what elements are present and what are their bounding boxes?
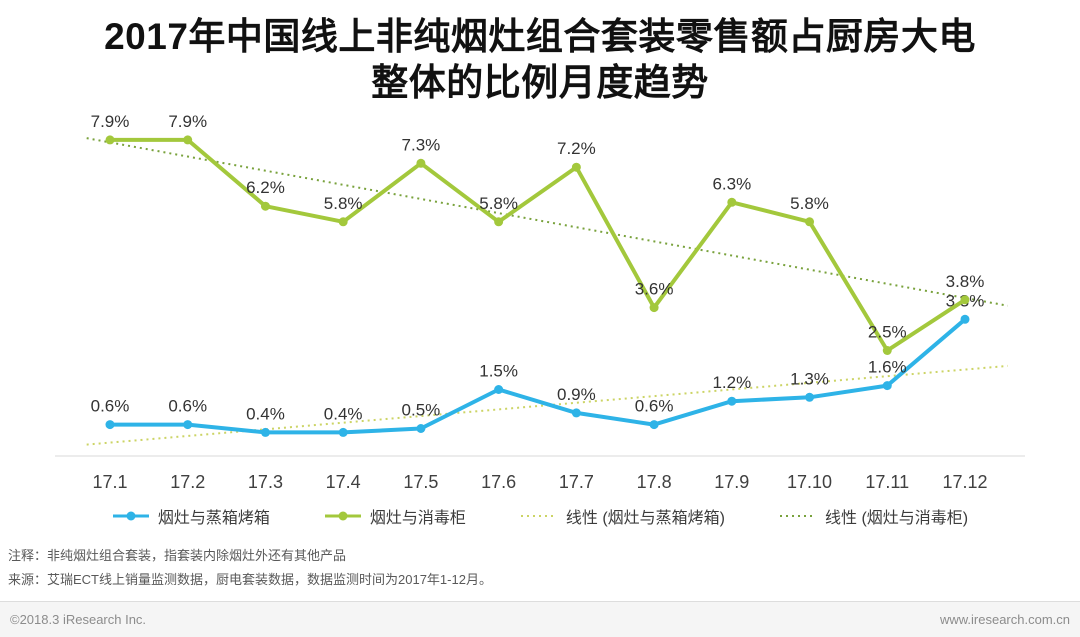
- data-point: [494, 384, 504, 394]
- data-point: [960, 314, 970, 324]
- data-label: 5.8%: [479, 194, 518, 213]
- data-point: [338, 217, 348, 227]
- x-tick-label: 17.11: [865, 472, 909, 492]
- note-source: 来源：艾瑞ECT线上销量监测数据，厨电套装数据，数据监测时间为2017年1-12…: [8, 571, 492, 587]
- legend-line-marker: [112, 511, 149, 521]
- data-point: [805, 217, 815, 227]
- legend-item-series-0: 烟灶与蒸箱烤箱: [112, 504, 270, 528]
- trendline-1: [86, 136, 1008, 307]
- x-tick-label: 17.4: [326, 472, 361, 492]
- data-label: 0.4%: [246, 404, 285, 423]
- data-label: 7.9%: [91, 112, 130, 131]
- x-tick-label: 17.6: [481, 472, 516, 492]
- data-point: [727, 197, 737, 207]
- chart-title-line1: 2017年中国线上非纯烟灶组合套装零售额占厨房大电: [104, 16, 976, 57]
- legend-label: 烟灶与消毒柜: [369, 509, 466, 527]
- data-point: [571, 162, 581, 172]
- x-tick-label: 17.1: [92, 472, 127, 492]
- data-point: [416, 423, 426, 433]
- data-label: 5.8%: [324, 194, 363, 213]
- legend-item-trend-1: 线性 (烟灶与消毒柜): [779, 504, 968, 528]
- data-point: [727, 396, 737, 406]
- x-tick-label: 17.5: [403, 472, 438, 492]
- data-point: [416, 158, 426, 168]
- legend-trend-marker: [780, 514, 817, 517]
- data-label: 3.6%: [635, 279, 674, 298]
- chart-title: 2017年中国线上非纯烟灶组合套装零售额占厨房大电 整体的比例月度趋势: [0, 0, 1080, 106]
- data-point: [494, 217, 504, 227]
- legend-line-marker: [324, 511, 361, 521]
- legend-item-trend-0: 线性 (烟灶与蒸箱烤箱): [520, 504, 725, 528]
- data-point: [571, 408, 581, 418]
- data-point: [960, 295, 970, 305]
- data-point: [183, 419, 193, 429]
- data-label: 0.9%: [557, 385, 596, 404]
- data-label: 3.8%: [946, 272, 985, 291]
- data-label: 7.2%: [557, 139, 596, 158]
- data-label: 1.2%: [712, 373, 751, 392]
- footer: ©2018.3 iResearch Inc. www.iresearch.com…: [0, 601, 1080, 637]
- chart-notes: 注释：非纯烟灶组合套装，指套装内除烟灶外还有其他产品 来源：艾瑞ECT线上销量监…: [8, 544, 1080, 592]
- series-line-0: [108, 317, 967, 435]
- data-label: 2.5%: [868, 322, 907, 341]
- data-label: 6.2%: [246, 178, 285, 197]
- chart-title-line2: 整体的比例月度趋势: [371, 61, 709, 103]
- x-tick-label: 17.8: [637, 472, 672, 492]
- data-point: [183, 135, 193, 145]
- data-point: [805, 392, 815, 402]
- chart-legend: 烟灶与蒸箱烤箱 烟灶与消毒柜 线性 (烟灶与蒸箱烤箱) 线性 (烟灶与消毒柜): [0, 504, 1080, 528]
- data-label: 1.3%: [790, 369, 829, 388]
- legend-label: 线性 (烟灶与消毒柜): [825, 509, 969, 527]
- data-label: 1.5%: [479, 361, 518, 380]
- data-point: [260, 201, 270, 211]
- data-label: 7.3%: [402, 135, 441, 154]
- data-point: [105, 135, 115, 145]
- x-tick-label: 17.12: [942, 472, 987, 492]
- x-tick-label: 17.3: [248, 472, 283, 492]
- footer-url: www.iresearch.com.cn: [939, 612, 1070, 627]
- data-point: [105, 419, 115, 429]
- data-point: [882, 345, 892, 355]
- footer-copyright: ©2018.3 iResearch Inc.: [10, 612, 147, 627]
- data-point: [649, 419, 659, 429]
- legend-label: 烟灶与蒸箱烤箱: [157, 509, 270, 527]
- data-label: 6.3%: [712, 174, 751, 193]
- data-label: 5.8%: [790, 194, 829, 213]
- legend-trend-marker: [520, 514, 557, 517]
- x-tick-label: 17.9: [714, 472, 749, 492]
- data-label: 0.4%: [324, 404, 363, 423]
- data-label: 0.6%: [91, 396, 130, 415]
- legend-label: 线性 (烟灶与蒸箱烤箱): [565, 509, 726, 527]
- data-label: 7.9%: [168, 112, 207, 131]
- x-tick-label: 17.7: [559, 472, 594, 492]
- x-tick-label: 17.10: [787, 472, 832, 492]
- trend-chart: 0.6% 0.6% 0.4% 0.4% 0.5% 1.5% 0.9% 0.6% 1.2% 1.3%…: [0, 108, 1080, 500]
- data-label: 0.6%: [635, 396, 674, 415]
- data-label: 0.5%: [402, 400, 441, 419]
- data-label: 1.6%: [868, 357, 907, 376]
- data-point: [882, 380, 892, 390]
- series-line-1: [108, 137, 967, 353]
- data-label: 0.6%: [168, 396, 207, 415]
- trend-chart-canvas: 0.6% 0.6% 0.4% 0.4% 0.5% 1.5% 0.9% 0.6% 1.2% 1.3%…: [55, 112, 1025, 492]
- data-point: [338, 427, 348, 437]
- legend-item-series-1: 烟灶与消毒柜: [324, 504, 466, 528]
- data-point: [260, 427, 270, 437]
- note-annotation: 注释：非纯烟灶组合套装，指套装内除烟灶外还有其他产品: [8, 547, 347, 563]
- data-point: [649, 302, 659, 312]
- x-tick-label: 17.2: [170, 472, 205, 492]
